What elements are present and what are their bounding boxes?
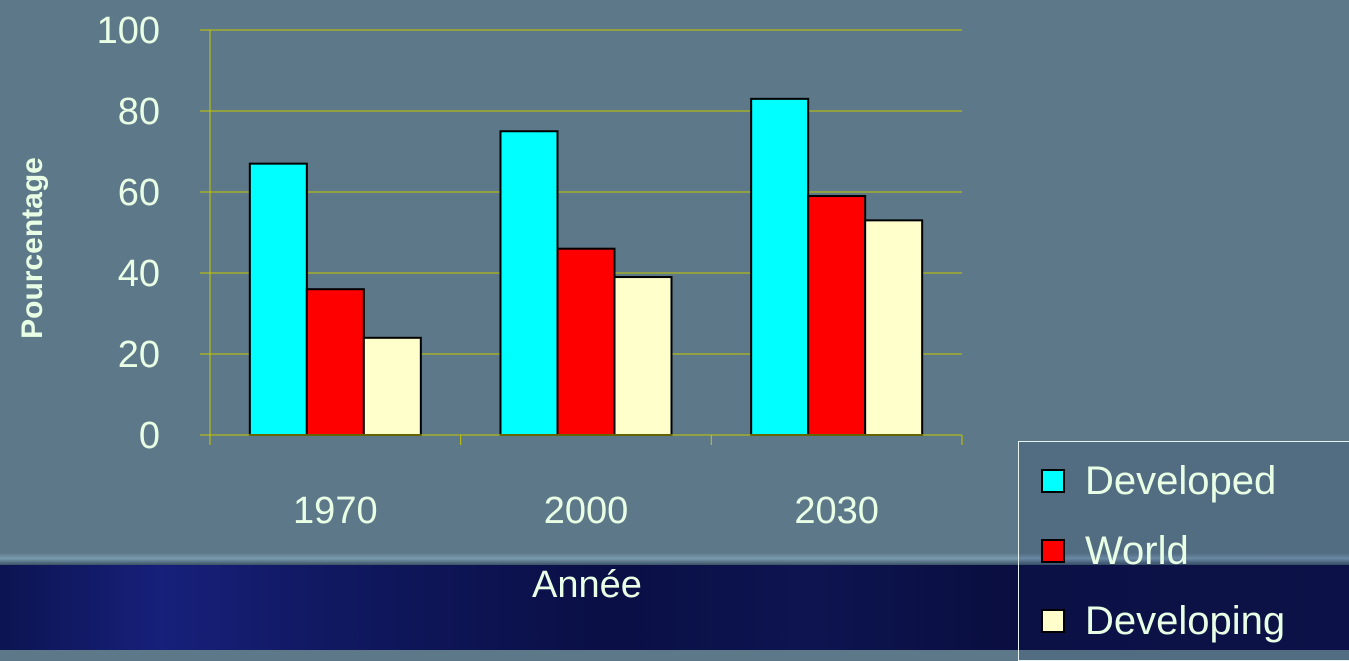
bar-world-2000 <box>556 247 616 436</box>
x-tick-label-1970: 1970 <box>293 490 378 532</box>
bar-developing-2000 <box>613 276 673 436</box>
bar-developed-1970 <box>248 162 308 436</box>
legend-label-developed: Developed <box>1085 458 1277 503</box>
legend-item-developing: Developing <box>1041 598 1285 644</box>
bottom-background-band <box>0 562 1349 650</box>
x-tick-label-2030: 2030 <box>794 490 879 532</box>
y-tick-labels: 0 20 40 60 80 100 <box>97 10 160 457</box>
y-tick-label-60: 60 <box>118 172 160 214</box>
bar-world-1970 <box>305 288 365 437</box>
axes <box>200 29 963 445</box>
y-axis-title: Pourcentage <box>16 157 49 339</box>
legend-item-developed: Developed <box>1041 458 1276 504</box>
bar-developing-1970 <box>362 336 422 436</box>
bar-developed-2030 <box>750 97 810 436</box>
legend-swatch-world <box>1041 539 1065 563</box>
bars <box>248 97 924 437</box>
x-axis-title: Année <box>532 564 642 606</box>
legend-swatch-developing <box>1041 609 1065 633</box>
bar-developed-2000 <box>499 130 559 436</box>
bar-developing-2030 <box>864 219 924 436</box>
chart-legend: Developed World Developing <box>1018 441 1349 661</box>
x-tick-label-2000: 2000 <box>544 490 629 532</box>
bar-world-2030 <box>807 195 867 436</box>
y-tick-label-0: 0 <box>139 415 160 457</box>
legend-label-developing: Developing <box>1085 598 1286 643</box>
legend-label-world: World <box>1085 528 1189 573</box>
y-tick-label-20: 20 <box>118 334 160 376</box>
y-tick-label-80: 80 <box>118 91 160 133</box>
y-tick-label-40: 40 <box>118 253 160 295</box>
legend-item-world: World <box>1041 528 1189 574</box>
band-edge <box>0 553 1349 565</box>
x-tick-labels: 1970 2000 2030 <box>293 490 879 532</box>
y-tick-label-100: 100 <box>97 10 160 52</box>
legend-swatch-developed <box>1041 469 1065 493</box>
